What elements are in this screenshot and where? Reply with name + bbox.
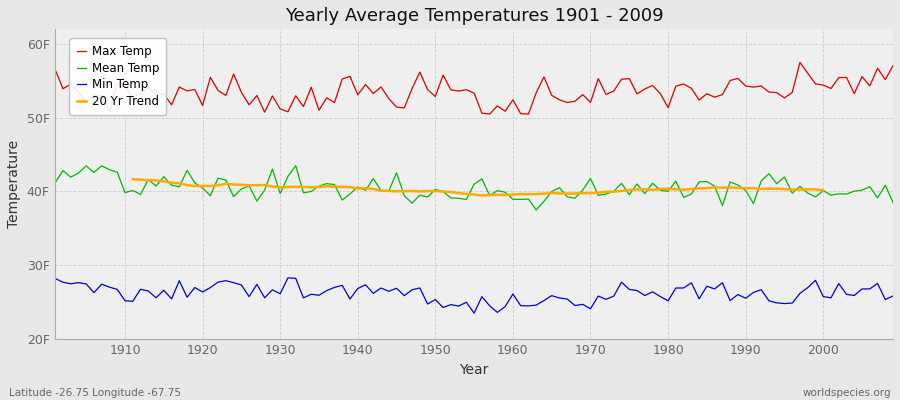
Max Temp [795, 60, 806, 65]
Max Temp [508, 98, 518, 102]
Min Temp [50, 276, 60, 281]
Mean Temp [291, 163, 302, 168]
Mean Temp [616, 181, 627, 186]
Min Temp [616, 280, 627, 285]
Min Temp [887, 294, 898, 298]
Mean Temp [531, 208, 542, 212]
Line: Mean Temp: Mean Temp [55, 166, 893, 210]
Min Temp [112, 287, 122, 292]
Mean Temp [50, 180, 60, 185]
Legend: Max Temp, Mean Temp, Min Temp, 20 Yr Trend: Max Temp, Mean Temp, Min Temp, 20 Yr Tre… [69, 38, 166, 115]
Min Temp [523, 304, 534, 308]
Max Temp [283, 109, 293, 114]
Min Temp [516, 303, 526, 308]
20 Yr Trend [128, 177, 139, 182]
Min Temp [469, 311, 480, 316]
Mean Temp [337, 198, 347, 202]
Max Temp [112, 80, 122, 85]
Max Temp [50, 67, 60, 72]
Y-axis label: Temperature: Temperature [7, 140, 21, 228]
20 Yr Trend [220, 182, 231, 186]
20 Yr Trend [724, 185, 735, 190]
Line: Max Temp: Max Temp [55, 62, 893, 114]
20 Yr Trend [337, 184, 347, 189]
20 Yr Trend [616, 188, 627, 193]
Max Temp [484, 112, 495, 116]
Max Temp [608, 88, 619, 93]
Mean Temp [112, 170, 122, 174]
Min Temp [291, 276, 302, 281]
20 Yr Trend [476, 193, 487, 198]
20 Yr Trend [818, 188, 829, 193]
Min Temp [337, 283, 347, 288]
X-axis label: Year: Year [459, 363, 489, 377]
Mean Temp [516, 197, 526, 202]
Max Temp [329, 100, 340, 105]
Text: Latitude -26.75 Longitude -67.75: Latitude -26.75 Longitude -67.75 [9, 388, 181, 398]
Line: Min Temp: Min Temp [55, 278, 893, 313]
Mean Temp [283, 174, 293, 179]
Mean Temp [508, 197, 518, 202]
Line: 20 Yr Trend: 20 Yr Trend [133, 179, 824, 196]
Min Temp [283, 276, 293, 280]
Max Temp [516, 111, 526, 116]
20 Yr Trend [709, 185, 720, 190]
Max Temp [887, 63, 898, 68]
Title: Yearly Average Temperatures 1901 - 2009: Yearly Average Temperatures 1901 - 2009 [284, 7, 663, 25]
Text: worldspecies.org: worldspecies.org [803, 388, 891, 398]
Mean Temp [887, 200, 898, 205]
20 Yr Trend [795, 187, 806, 192]
